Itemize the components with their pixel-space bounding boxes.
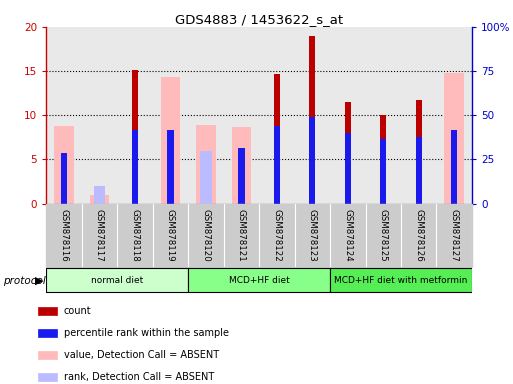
Text: GSM878118: GSM878118 bbox=[130, 209, 140, 262]
Bar bbox=[451, 130, 458, 204]
Text: rank, Detection Call = ABSENT: rank, Detection Call = ABSENT bbox=[64, 372, 214, 382]
Bar bbox=[196, 125, 215, 204]
FancyBboxPatch shape bbox=[46, 268, 188, 293]
Bar bbox=[38, 373, 57, 381]
Bar bbox=[167, 130, 173, 204]
Text: normal diet: normal diet bbox=[91, 276, 143, 285]
Bar bbox=[94, 186, 105, 204]
Text: GSM878117: GSM878117 bbox=[95, 209, 104, 262]
Text: protocol: protocol bbox=[3, 276, 45, 286]
Text: count: count bbox=[64, 306, 91, 316]
Bar bbox=[345, 133, 351, 204]
Bar bbox=[188, 27, 224, 204]
Text: ▶: ▶ bbox=[35, 276, 44, 286]
Text: percentile rank within the sample: percentile rank within the sample bbox=[64, 328, 229, 338]
Bar bbox=[224, 27, 259, 204]
Text: GSM878119: GSM878119 bbox=[166, 209, 175, 261]
Bar bbox=[38, 307, 57, 315]
Title: GDS4883 / 1453622_s_at: GDS4883 / 1453622_s_at bbox=[175, 13, 343, 26]
Bar bbox=[90, 195, 109, 204]
Text: GSM878120: GSM878120 bbox=[201, 209, 210, 262]
Bar bbox=[273, 74, 280, 204]
Bar bbox=[38, 351, 57, 359]
Text: MCD+HF diet: MCD+HF diet bbox=[229, 276, 289, 285]
Bar bbox=[294, 27, 330, 204]
Bar bbox=[380, 115, 386, 204]
Bar bbox=[437, 27, 472, 204]
Bar bbox=[61, 153, 67, 204]
Bar bbox=[416, 137, 422, 204]
Bar bbox=[117, 27, 152, 204]
Text: GSM878116: GSM878116 bbox=[60, 209, 68, 262]
Bar bbox=[273, 126, 280, 204]
Bar bbox=[161, 77, 180, 204]
FancyBboxPatch shape bbox=[330, 268, 472, 293]
Bar bbox=[401, 27, 437, 204]
FancyBboxPatch shape bbox=[188, 268, 330, 293]
Bar bbox=[365, 27, 401, 204]
Text: GSM878125: GSM878125 bbox=[379, 209, 388, 262]
Bar bbox=[238, 148, 245, 204]
Bar bbox=[200, 151, 211, 204]
Bar bbox=[309, 36, 315, 204]
Bar bbox=[132, 130, 138, 204]
Text: GSM878124: GSM878124 bbox=[343, 209, 352, 262]
Bar bbox=[330, 27, 365, 204]
Text: MCD+HF diet with metformin: MCD+HF diet with metformin bbox=[334, 276, 468, 285]
Bar bbox=[82, 27, 117, 204]
Bar bbox=[38, 329, 57, 337]
Text: GSM878126: GSM878126 bbox=[414, 209, 423, 262]
Bar bbox=[152, 27, 188, 204]
Bar bbox=[231, 127, 251, 204]
Text: GSM878122: GSM878122 bbox=[272, 209, 281, 262]
Bar bbox=[46, 204, 472, 267]
Text: value, Detection Call = ABSENT: value, Detection Call = ABSENT bbox=[64, 350, 219, 360]
Bar bbox=[46, 27, 82, 204]
Bar bbox=[380, 139, 386, 204]
Bar bbox=[132, 70, 138, 204]
Bar bbox=[416, 100, 422, 204]
Bar bbox=[444, 73, 464, 204]
Text: GSM878127: GSM878127 bbox=[450, 209, 459, 262]
Text: GSM878121: GSM878121 bbox=[237, 209, 246, 262]
Bar bbox=[345, 102, 351, 204]
Bar bbox=[259, 27, 294, 204]
Text: GSM878123: GSM878123 bbox=[308, 209, 317, 262]
Bar bbox=[309, 117, 315, 204]
Bar bbox=[54, 126, 74, 204]
